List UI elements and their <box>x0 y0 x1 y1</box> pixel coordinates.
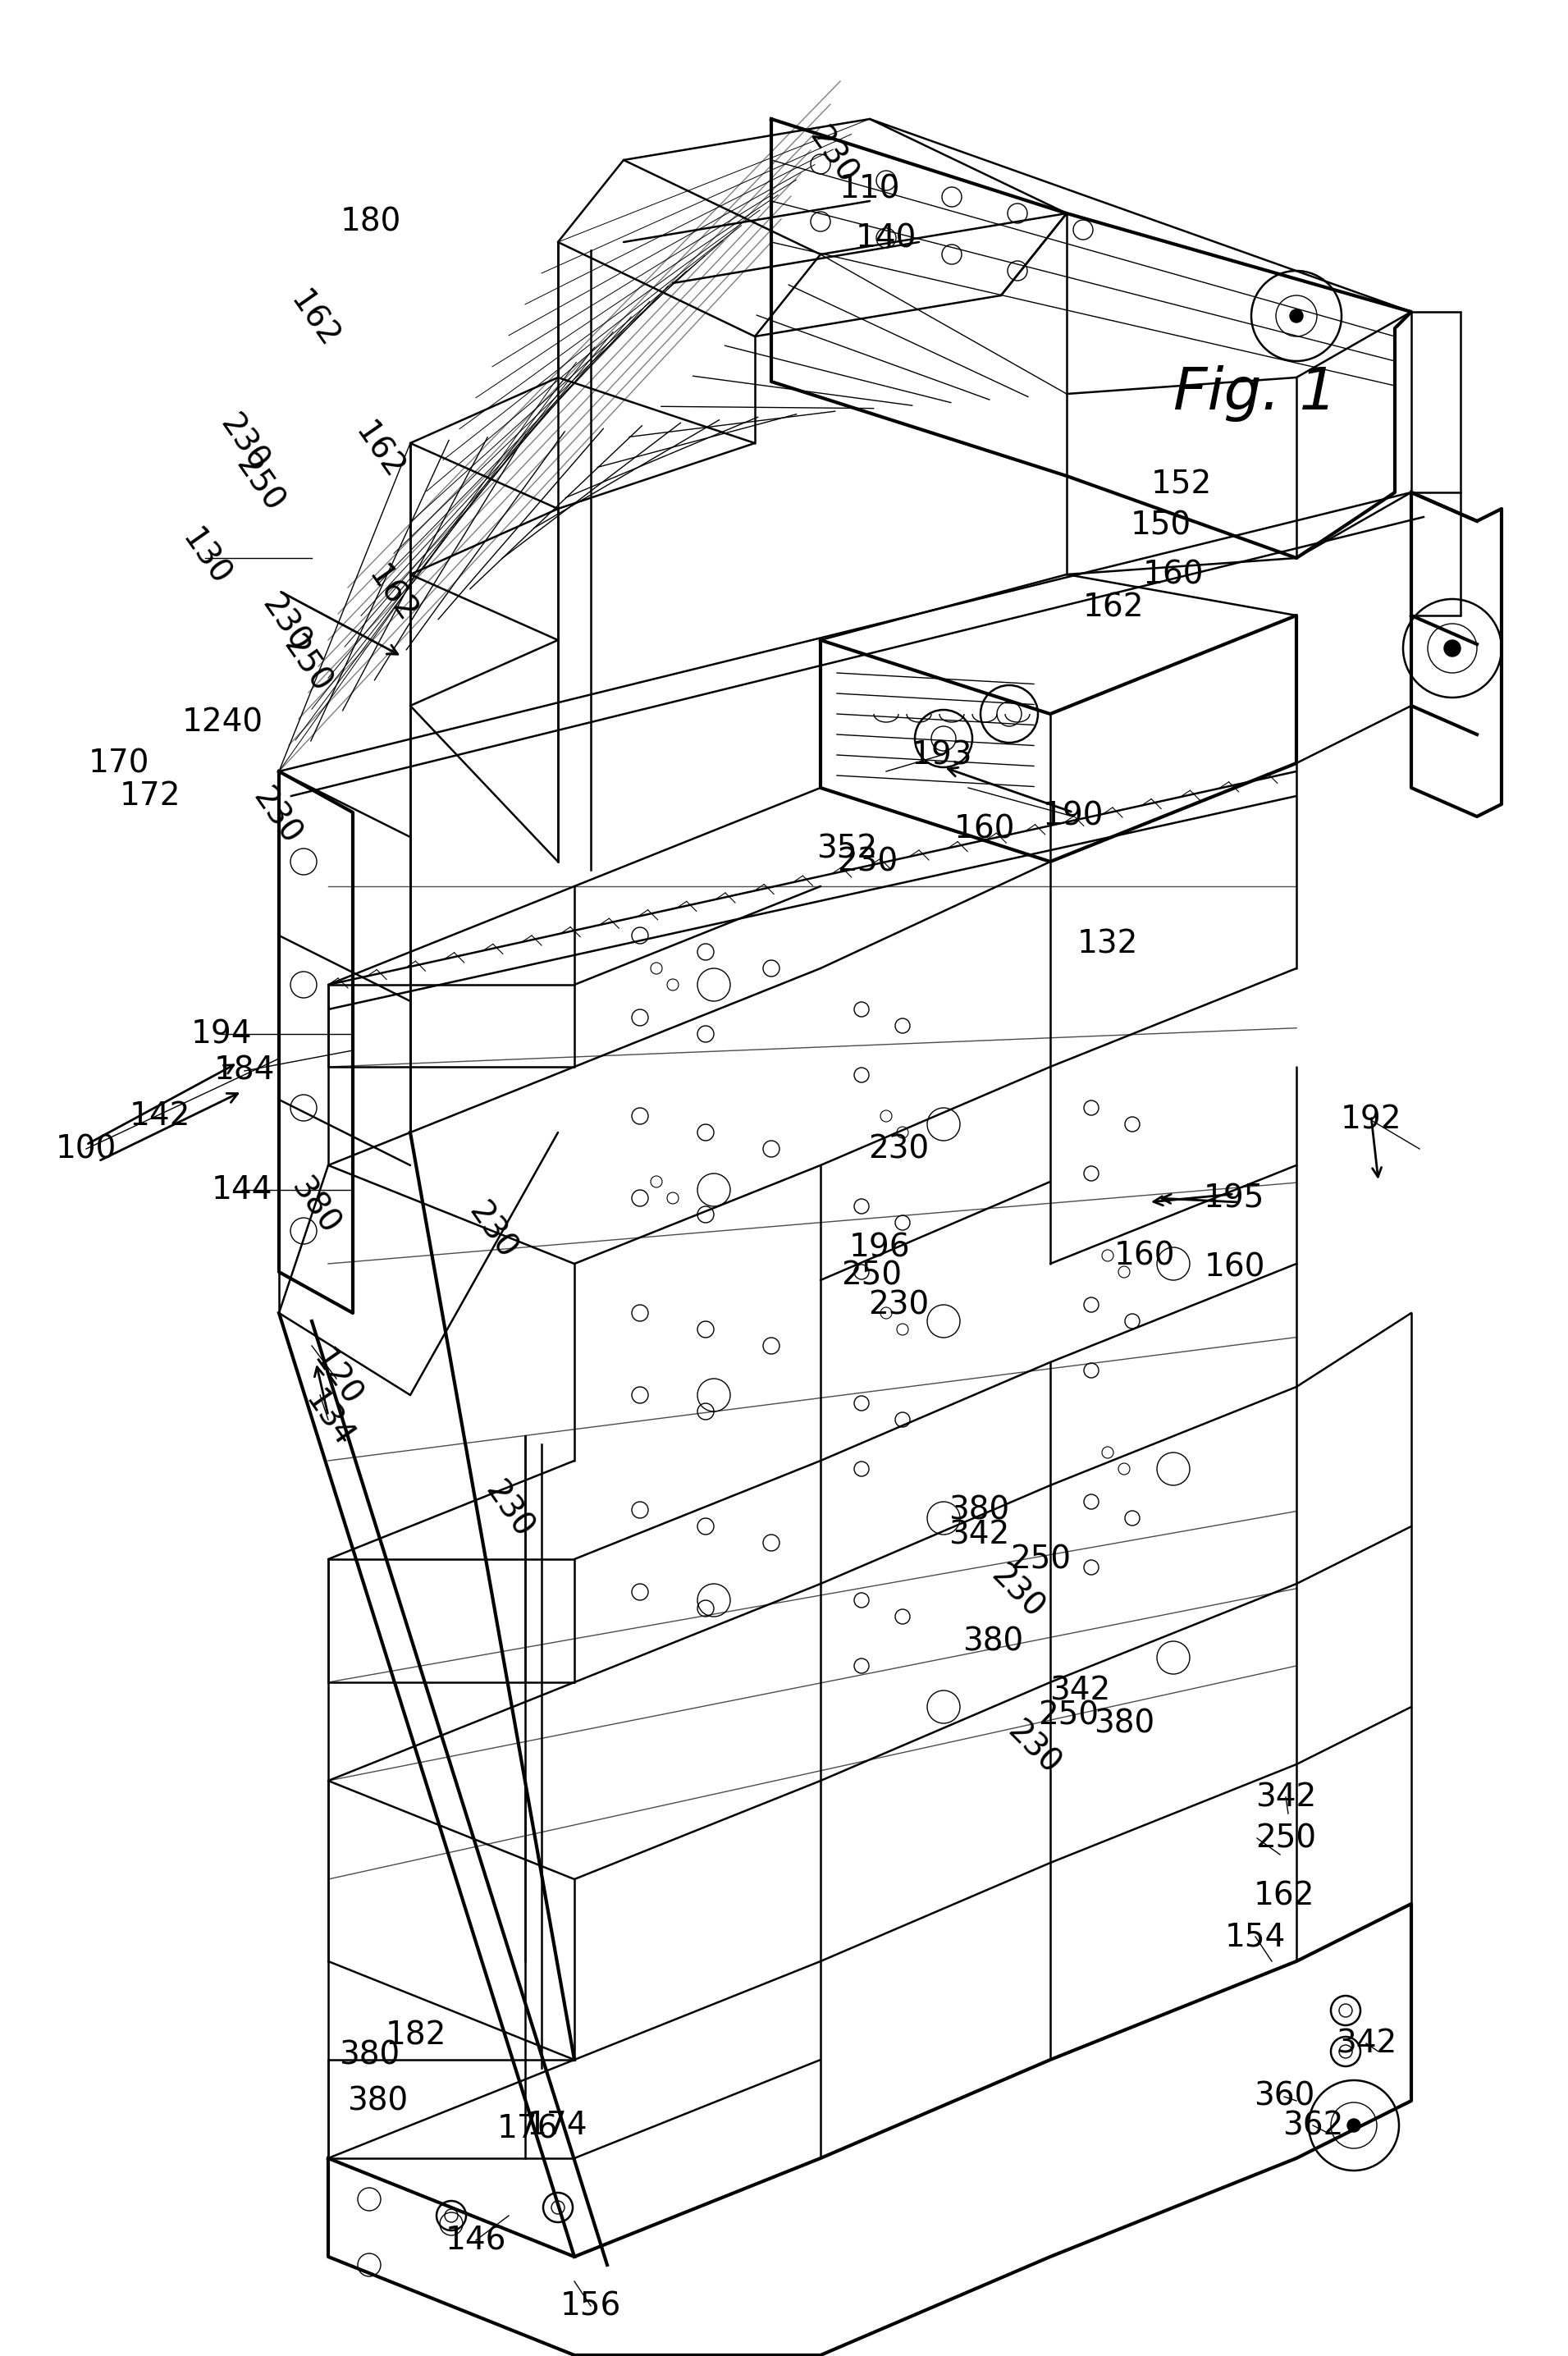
Text: 162: 162 <box>348 417 409 485</box>
Text: 156: 156 <box>560 2290 621 2321</box>
Text: 230: 230 <box>869 1133 928 1164</box>
Text: 342: 342 <box>1256 1781 1316 1812</box>
Circle shape <box>1444 641 1460 657</box>
Text: 362: 362 <box>1283 2111 1344 2142</box>
Text: 342: 342 <box>949 1520 1010 1550</box>
Text: 380: 380 <box>347 2085 408 2116</box>
Text: 230: 230 <box>246 782 307 851</box>
Text: 196: 196 <box>848 1232 909 1263</box>
Text: 360: 360 <box>1253 2080 1314 2113</box>
Text: 250: 250 <box>229 450 290 518</box>
Text: 160: 160 <box>953 813 1014 843</box>
Text: 160: 160 <box>1204 1253 1265 1284</box>
Text: 380: 380 <box>1093 1708 1154 1739</box>
Text: 152: 152 <box>1151 469 1212 499</box>
Text: 160: 160 <box>1143 558 1204 589</box>
Text: 150: 150 <box>1131 509 1192 542</box>
Text: 120: 120 <box>306 1345 367 1414</box>
Text: 190: 190 <box>1043 801 1104 832</box>
Text: 134: 134 <box>298 1385 359 1454</box>
Text: 192: 192 <box>1341 1105 1402 1136</box>
Text: 352: 352 <box>817 834 877 865</box>
Text: 174: 174 <box>527 2111 588 2142</box>
Text: 130: 130 <box>176 523 235 591</box>
Text: 162: 162 <box>361 561 422 629</box>
Text: 195: 195 <box>1204 1183 1264 1213</box>
Text: 1240: 1240 <box>182 707 263 737</box>
Text: 193: 193 <box>911 740 972 770</box>
Text: 230: 230 <box>869 1289 928 1319</box>
Text: Fig. 1: Fig. 1 <box>1173 365 1338 422</box>
Text: 132: 132 <box>1077 928 1138 959</box>
Text: 142: 142 <box>130 1100 191 1131</box>
Text: 230: 230 <box>213 410 274 476</box>
Text: 250: 250 <box>840 1260 902 1291</box>
Text: 184: 184 <box>213 1055 274 1086</box>
Text: 182: 182 <box>386 2019 447 2050</box>
Text: 230: 230 <box>803 123 862 191</box>
Text: 154: 154 <box>1225 1920 1286 1953</box>
Text: 380: 380 <box>963 1626 1024 1656</box>
Text: 380: 380 <box>285 1173 345 1239</box>
Text: 170: 170 <box>88 747 149 780</box>
Text: 230: 230 <box>985 1560 1051 1626</box>
Text: 100: 100 <box>55 1133 116 1164</box>
Text: 160: 160 <box>1113 1239 1174 1272</box>
Text: 144: 144 <box>212 1173 273 1206</box>
Text: 162: 162 <box>284 285 343 353</box>
Text: 230: 230 <box>256 589 315 657</box>
Text: 250: 250 <box>276 631 337 700</box>
Text: 162: 162 <box>1083 591 1145 622</box>
Text: 230: 230 <box>837 846 898 876</box>
Text: 250: 250 <box>1010 1543 1071 1574</box>
Text: 140: 140 <box>856 221 917 254</box>
Text: 194: 194 <box>191 1018 252 1048</box>
Text: 230: 230 <box>478 1477 539 1543</box>
Text: 250: 250 <box>1256 1824 1316 1854</box>
Text: 342: 342 <box>1336 2029 1397 2059</box>
Text: 172: 172 <box>119 780 180 810</box>
Text: 162: 162 <box>1253 1880 1314 1911</box>
Text: 250: 250 <box>1038 1699 1099 1732</box>
Circle shape <box>1290 309 1303 323</box>
Text: 230: 230 <box>463 1197 522 1265</box>
Text: 380: 380 <box>339 2040 400 2071</box>
Text: 230: 230 <box>1002 1715 1066 1781</box>
Text: 342: 342 <box>1049 1675 1110 1706</box>
Text: 110: 110 <box>839 172 900 205</box>
Circle shape <box>1347 2118 1361 2132</box>
Text: 176: 176 <box>497 2113 558 2144</box>
Text: 146: 146 <box>445 2224 506 2257</box>
Text: 380: 380 <box>949 1494 1010 1527</box>
Text: 180: 180 <box>340 205 401 238</box>
